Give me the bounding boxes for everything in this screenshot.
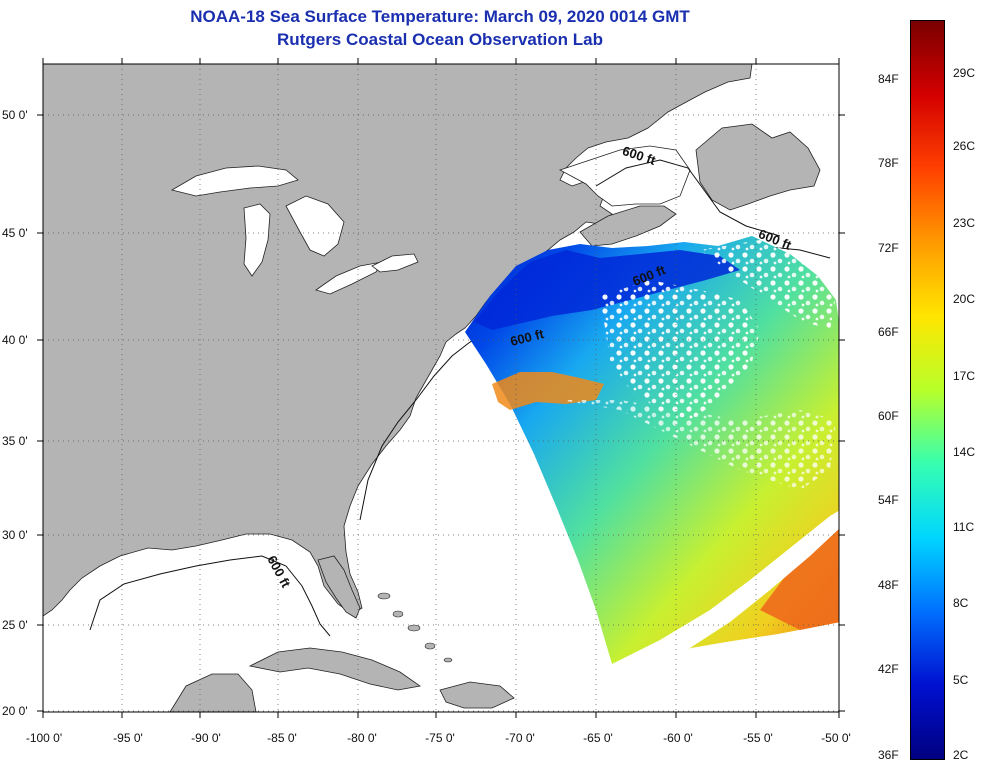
colorbar-label-f: 60F <box>878 409 899 423</box>
lon-label-70: -70 0' <box>505 731 535 745</box>
land-bahamas <box>377 592 453 663</box>
lat-label-40: 40 0' <box>2 333 28 347</box>
colorbar-label-c: 5C <box>953 673 969 687</box>
colorbar-label-c: 23C <box>953 216 976 230</box>
lon-label-85: -85 0' <box>267 731 297 745</box>
lon-label-50: -50 0' <box>821 731 851 745</box>
land-newfoundland <box>695 123 821 211</box>
cloud-cover-northeast <box>700 240 836 330</box>
lat-label-50: 50 0' <box>2 108 28 122</box>
map-frame <box>42 63 840 713</box>
colorbar-label-c: 26C <box>953 139 976 153</box>
colorbar-label-c: 11C <box>953 520 975 534</box>
lat-label-30: 30 0' <box>2 528 28 542</box>
temperature-colorbar <box>910 20 945 760</box>
lon-label-95: -95 0' <box>113 731 143 745</box>
lon-label-65: -65 0' <box>583 731 613 745</box>
lat-label-45: 45 0' <box>2 226 28 240</box>
colorbar-label-f: 48F <box>878 578 899 592</box>
colorbar-label-f: 54F <box>878 493 899 507</box>
colorbar-label-f: 66F <box>878 325 899 339</box>
lat-label-25: 25 0' <box>2 618 28 632</box>
colorbar-label-f: 42F <box>878 662 899 676</box>
colorbar-label-f: 78F <box>878 156 899 170</box>
colorbar-label-c: 29C <box>953 66 976 80</box>
sst-cold-shelf <box>474 250 740 330</box>
contour-600ft-gulf <box>89 555 331 637</box>
colorbar-label-c: 2C <box>953 748 969 762</box>
sst-swath <box>465 236 839 664</box>
land-cuba <box>248 647 422 691</box>
land-nova-scotia <box>579 205 677 247</box>
colorbar-label-c: 14C <box>953 445 976 459</box>
lon-label-55: -55 0' <box>743 731 773 745</box>
land-florida <box>317 555 361 619</box>
colorbar-label-f: 84F <box>878 72 899 86</box>
lake-michigan <box>243 203 271 277</box>
lake-superior <box>170 165 299 197</box>
colorbar-label-c: 20C <box>953 292 976 306</box>
lake-ontario <box>371 253 419 273</box>
lake-huron <box>285 195 345 257</box>
lat-label-35: 35 0' <box>2 434 28 448</box>
contour-600ft-gulf-stlawrence <box>595 159 781 237</box>
axis-ticks <box>37 58 845 718</box>
map-title: NOAA-18 Sea Surface Temperature: March 0… <box>190 7 690 26</box>
cloud-cover-east <box>560 400 836 490</box>
lon-label-75: -75 0' <box>425 731 455 745</box>
colorbar-label-f: 36F <box>878 748 899 762</box>
lon-label-60: -60 0' <box>663 731 693 745</box>
colorbar-label-f: 72F <box>878 241 899 255</box>
land-yucatan <box>169 673 257 712</box>
colorbar-label-c: 17C <box>953 369 976 383</box>
cloud-cover-central <box>600 280 760 420</box>
map-subtitle: Rutgers Coastal Ocean Observation Lab <box>277 30 603 49</box>
lon-label-80: -80 0' <box>347 731 377 745</box>
lon-label-90: -90 0' <box>191 731 221 745</box>
land-north-america <box>43 64 753 617</box>
lat-label-20: 20 0' <box>2 704 28 718</box>
land-hispaniola <box>439 681 515 709</box>
colorbar-label-c: 8C <box>953 596 969 610</box>
lon-label-100: -100 0' <box>25 731 63 745</box>
